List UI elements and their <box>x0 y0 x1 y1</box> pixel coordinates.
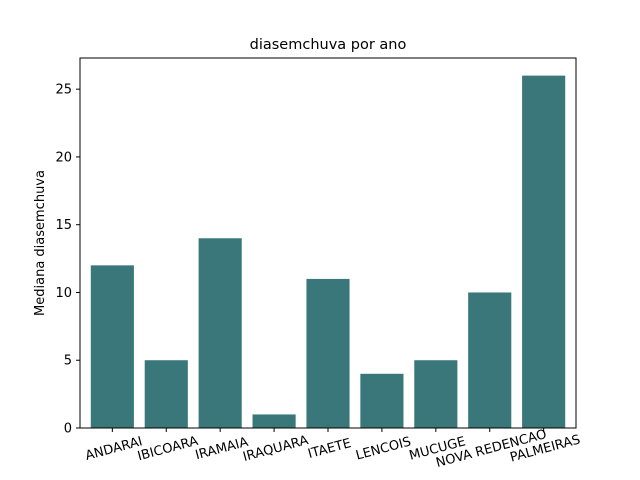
bar-7 <box>468 292 512 428</box>
y-tick-label-5: 25 <box>55 83 72 98</box>
bar-3 <box>252 414 296 428</box>
bar-1 <box>144 360 188 428</box>
bars-group <box>90 75 566 429</box>
y-tick-label-0: 0 <box>64 422 72 437</box>
chart-title: diasemchuva por ano <box>250 37 407 53</box>
y-tick-label-4: 20 <box>55 150 72 165</box>
bar-0 <box>90 265 134 428</box>
y-axis-title: Mediana diasemchuva <box>33 170 48 316</box>
bar-6 <box>414 360 458 428</box>
y-tick-label-1: 5 <box>64 354 72 369</box>
bar-4 <box>306 278 350 428</box>
y-axis: 0 5 10 15 20 25 <box>55 83 80 437</box>
bar-8 <box>522 75 566 429</box>
y-tick-label-2: 10 <box>55 286 72 301</box>
y-tick-label-3: 15 <box>55 218 72 233</box>
bar-2 <box>198 238 242 428</box>
bar-5 <box>360 373 404 428</box>
plot-frame <box>79 57 577 429</box>
